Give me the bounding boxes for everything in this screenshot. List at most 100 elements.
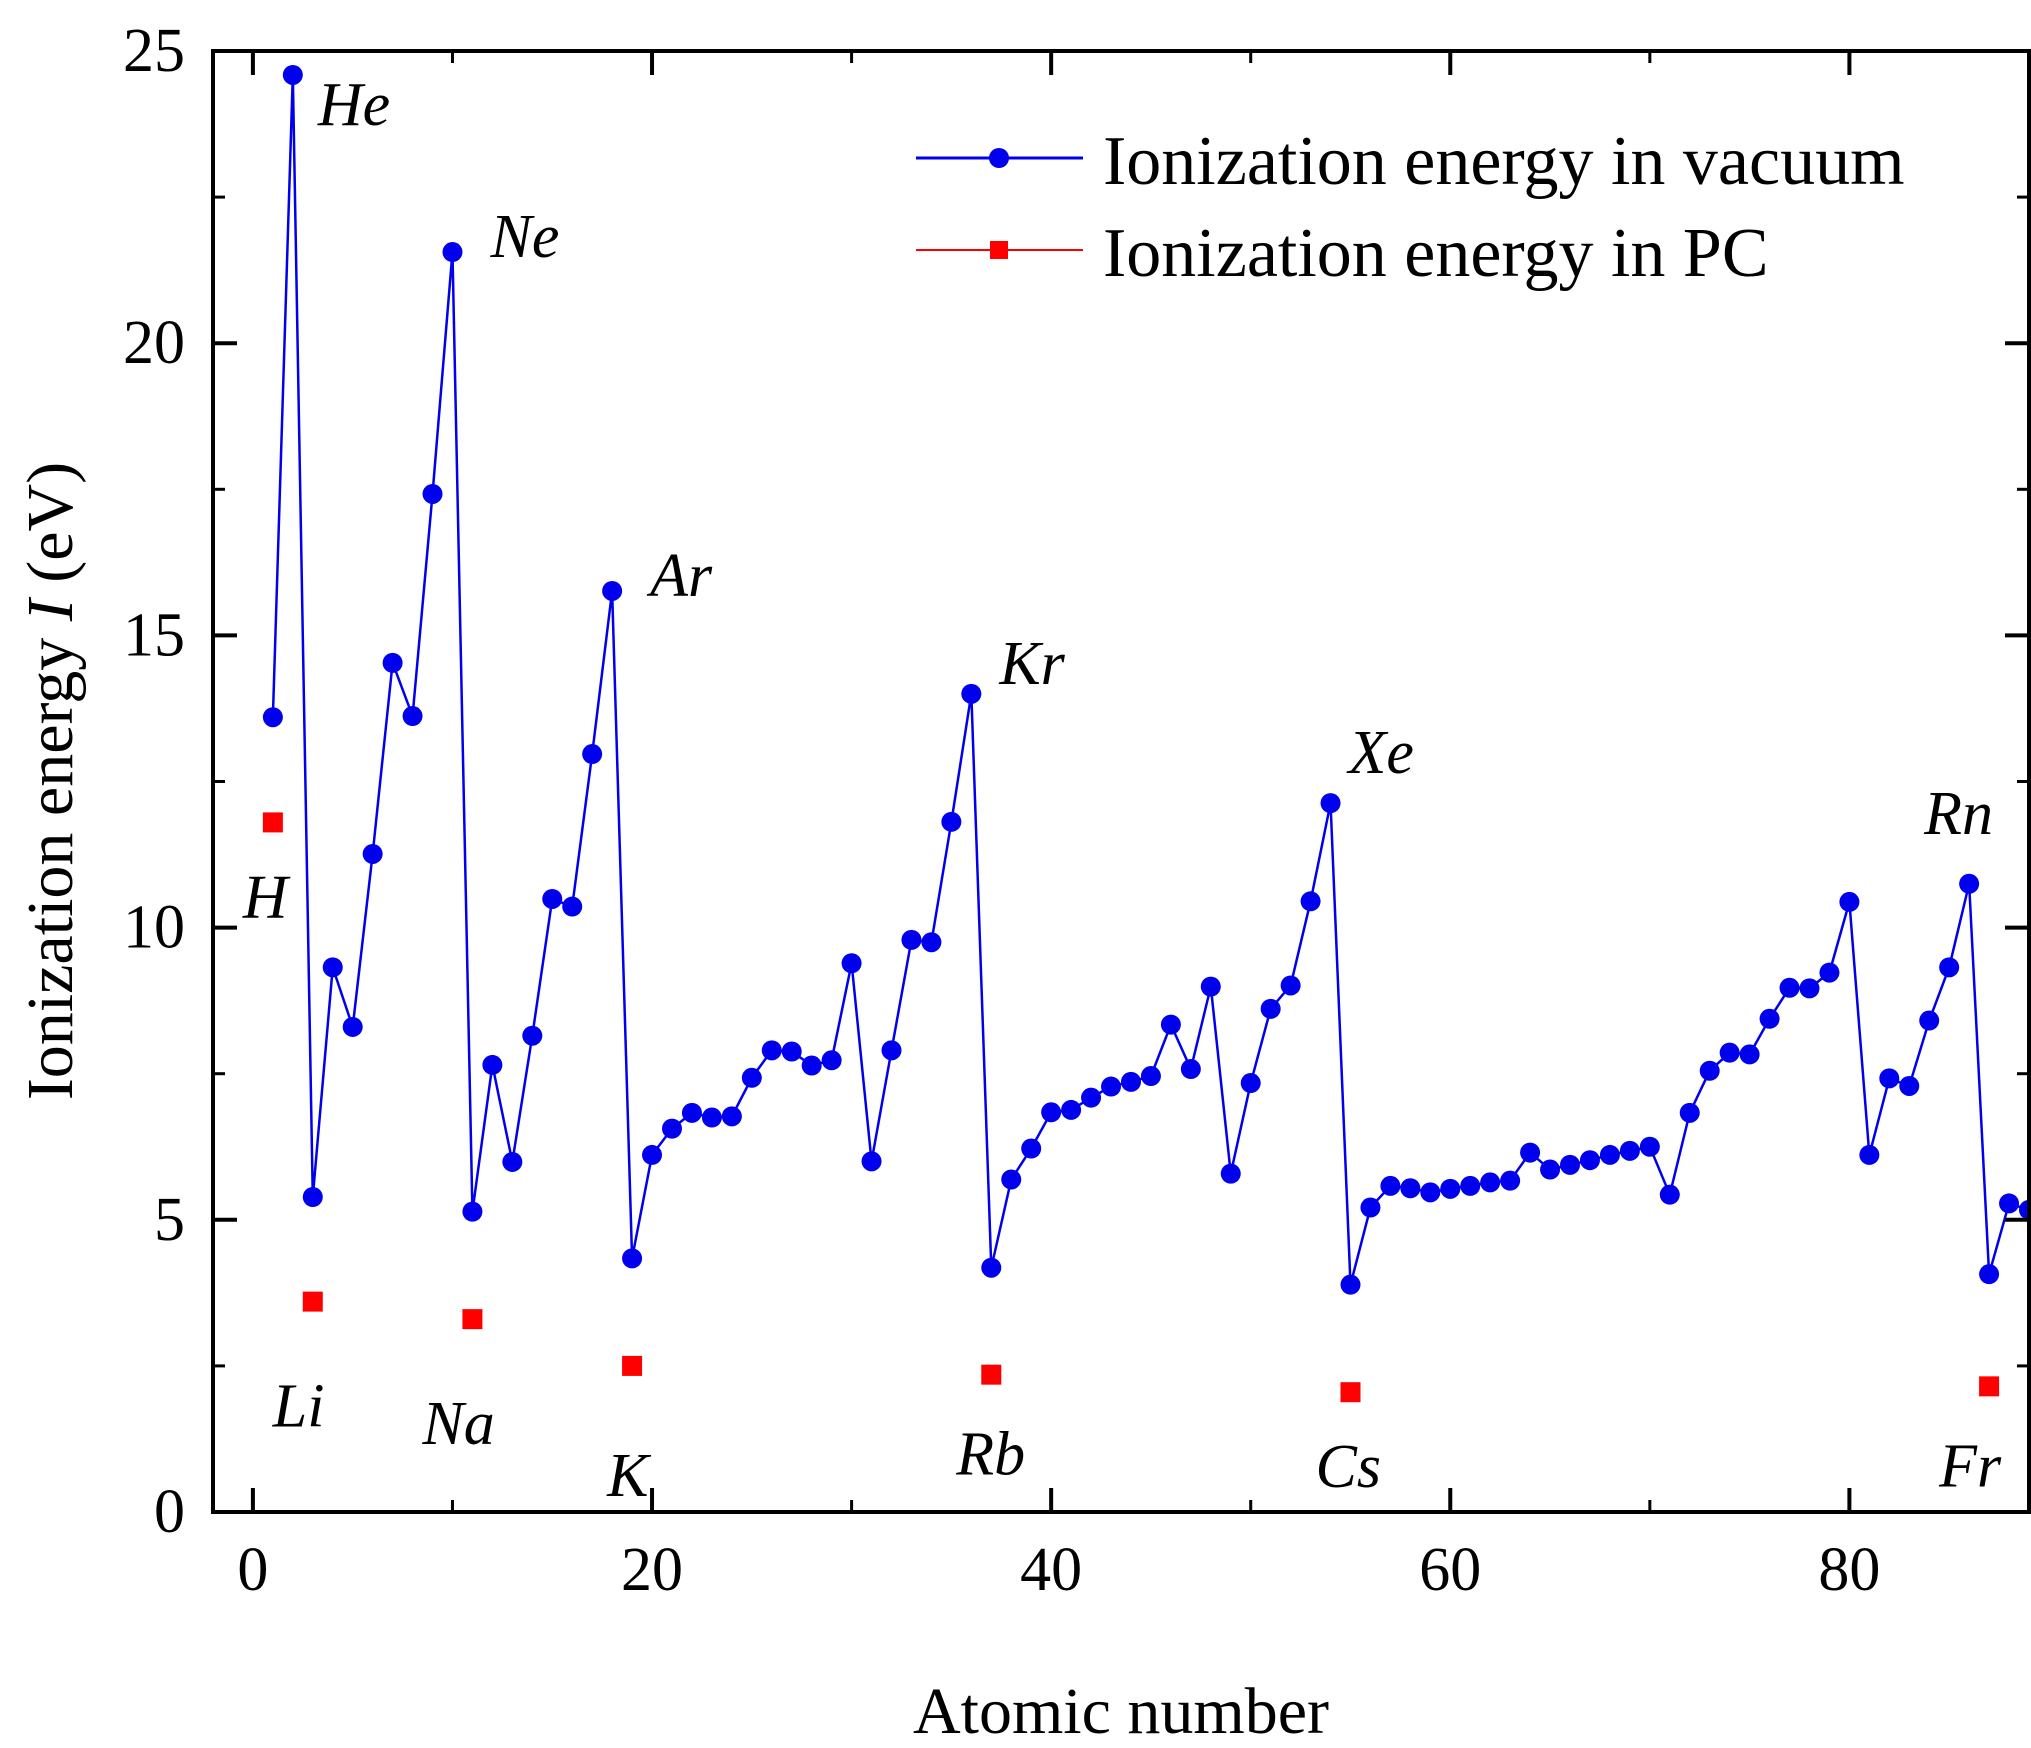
data-point-0 [701,1107,722,1128]
data-point-0 [1699,1060,1720,1081]
legend-marker-vacuum [989,148,1009,168]
data-point-0 [1320,793,1341,814]
data-point-0 [1081,1087,1102,1108]
y-tick-label: 0 [154,1478,185,1546]
y-tick-label: 20 [123,309,185,377]
data-point-0 [801,1055,822,1076]
y-tick-label: 5 [154,1186,185,1254]
data-point-0 [282,64,303,85]
data-point-0 [522,1025,543,1046]
x-tick-label: 80 [1818,1536,1880,1604]
data-point-0 [1120,1071,1141,1092]
ticks-layer: 0 20 40 60 80 0 5 10 15 20 25 [123,17,2029,1604]
data-point-0 [1639,1136,1660,1157]
data-point-0 [422,483,443,504]
data-point-0 [1280,975,1301,996]
data-point-0 [1420,1182,1441,1203]
data-point-0 [1859,1144,1880,1165]
legend-marker-pc [990,241,1008,259]
data-point-0 [1440,1178,1461,1199]
data-point-1 [302,1291,323,1312]
x-tick-label: 0 [237,1536,268,1604]
data-point-0 [622,1248,643,1269]
data-point-1 [981,1364,1002,1385]
data-point-0 [781,1041,802,1062]
data-point-0 [1979,1264,2000,1285]
element-label: Ne [489,203,559,271]
data-point-0 [1619,1140,1640,1161]
data-point-0 [342,1016,363,1037]
data-point-0 [302,1187,323,1208]
data-point-0 [1839,891,1860,912]
data-point-1 [1340,1382,1361,1403]
data-point-0 [1260,998,1281,1019]
element-label: Xe [1346,719,1414,787]
data-point-0 [661,1118,682,1139]
data-point-0 [262,707,283,728]
y-tick-label: 10 [123,894,185,962]
data-point-0 [1719,1042,1740,1063]
data-point-0 [1560,1154,1581,1175]
data-point-0 [582,744,603,765]
x-tick-label: 20 [621,1536,683,1604]
data-point-0 [841,953,862,974]
data-point-0 [1061,1099,1082,1120]
data-point-0 [1779,977,1800,998]
element-label: Na [421,1390,494,1458]
data-point-0 [1919,1010,1940,1031]
element-label: Kr [998,630,1065,698]
data-point-0 [941,811,962,832]
data-point-0 [1101,1076,1122,1097]
data-point-0 [402,706,423,727]
data-point-0 [761,1040,782,1061]
data-point-0 [1799,978,1820,999]
y-axis-title-symbol: I [14,596,87,622]
data-point-0 [681,1102,702,1123]
legend-label-pc: Ionization energy in PC [1103,215,1769,292]
y-axis-title-suffix: (eV) [14,462,87,599]
data-point-0 [1899,1075,1920,1096]
data-point-1 [462,1309,483,1330]
data-point-0 [1679,1102,1700,1123]
x-tick-label: 40 [1020,1536,1082,1604]
data-point-0 [602,580,623,601]
data-point-0 [741,1067,762,1088]
data-point-0 [1180,1059,1201,1080]
data-point-0 [1140,1066,1161,1087]
element-label: Ar [646,542,713,610]
series-layer [262,64,2029,1403]
element-label: Rn [1923,780,1993,848]
data-point-0 [961,683,982,704]
legend-label-vacuum: Ionization energy in vacuum [1103,123,1905,200]
y-tick-label: 25 [123,17,185,85]
data-point-0 [1400,1178,1421,1199]
data-point-0 [2019,1199,2029,1220]
data-point-0 [1739,1044,1760,1065]
data-point-0 [1819,962,1840,983]
legend: Ionization energy in vacuum Ionization e… [916,123,1905,292]
y-axis-title: Ionization energy I (eV) [14,462,87,1100]
data-point-0 [1240,1073,1261,1094]
data-point-0 [542,888,563,909]
data-point-0 [1500,1170,1521,1191]
data-point-0 [482,1054,503,1075]
element-label: K [606,1442,652,1510]
data-point-0 [1300,891,1321,912]
data-point-0 [721,1106,742,1127]
data-point-0 [1520,1142,1541,1163]
data-point-0 [1220,1163,1241,1184]
data-point-0 [442,242,463,263]
data-point-0 [462,1201,483,1222]
x-axis-title: Atomic number [913,1675,1329,1748]
data-point-0 [1340,1274,1361,1295]
data-point-0 [1160,1014,1181,1035]
data-point-0 [1001,1169,1022,1190]
data-point-0 [1021,1138,1042,1159]
annotation-layer: He Ne Ar Kr Xe Rn H Li Na K Rb Cs Fr [242,71,2002,1510]
y-tick-label: 15 [123,601,185,669]
data-point-0 [861,1151,882,1172]
data-point-0 [1041,1102,1062,1123]
data-point-0 [1759,1008,1780,1029]
